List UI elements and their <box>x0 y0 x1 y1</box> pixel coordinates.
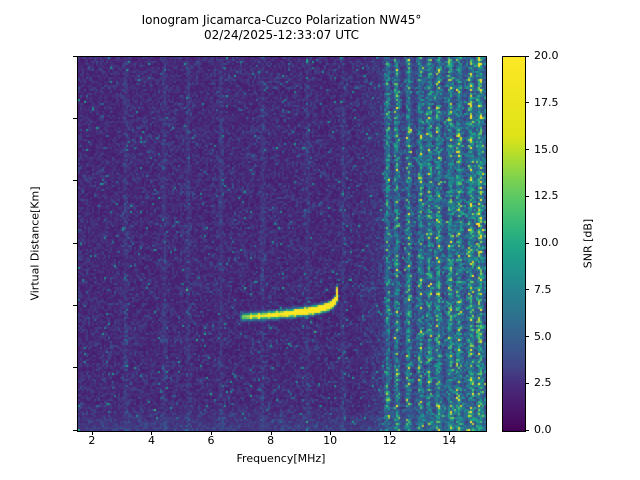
x-tick-mark <box>151 431 153 435</box>
colorbar-tick-label: 15.0 <box>534 142 559 156</box>
x-tick-label: 8 <box>267 434 275 447</box>
y-tick-mark <box>73 180 77 182</box>
y-tick-mark <box>73 242 77 244</box>
colorbar-tick-label: 17.5 <box>534 95 559 109</box>
colorbar-tick-mark <box>525 289 529 291</box>
x-tick-label: 10 <box>323 434 338 447</box>
x-tick-label: 6 <box>207 434 215 447</box>
x-tick-label: 12 <box>382 434 397 447</box>
colorbar-tick-label: 0.0 <box>534 423 552 436</box>
ionogram-heatmap <box>78 57 486 431</box>
y-tick-mark <box>73 117 77 119</box>
colorbar-tick-label: 20.0 <box>534 49 559 62</box>
x-tick-mark <box>91 431 93 435</box>
x-tick-mark <box>270 431 272 435</box>
x-tick-mark <box>389 431 391 435</box>
colorbar-tick-label: 10.0 <box>534 236 559 249</box>
colorbar-tick-mark <box>525 55 529 57</box>
colorbar-label: SNR [dB] <box>581 218 595 269</box>
colorbar-gradient <box>503 57 525 431</box>
x-axis-label: Frequency[MHz] <box>236 452 326 465</box>
x-tick-label: 4 <box>147 434 155 447</box>
y-axis-label: Virtual Distance[Km] <box>28 186 42 301</box>
colorbar <box>502 56 526 432</box>
y-tick-mark <box>73 367 77 369</box>
x-tick-label: 14 <box>442 434 457 447</box>
y-tick-mark <box>73 55 77 57</box>
colorbar-tick-label: 5.0 <box>534 329 552 343</box>
colorbar-tick-label: 2.5 <box>534 376 552 390</box>
y-tick-mark <box>73 304 77 306</box>
x-tick-label: 2 <box>88 434 96 447</box>
colorbar-tick-label: 12.5 <box>534 189 559 203</box>
colorbar-tick-mark <box>525 336 529 337</box>
figure-title: Ionogram Jicamarca-Cuzco Polarization NW… <box>141 13 422 42</box>
colorbar-tick-mark <box>525 242 529 244</box>
colorbar-tick-mark <box>525 195 529 197</box>
colorbar-tick-mark <box>525 102 529 104</box>
colorbar-tick-mark <box>525 382 529 384</box>
colorbar-tick-label: 7.5 <box>534 282 552 296</box>
y-tick-mark <box>73 429 77 431</box>
colorbar-tick-mark <box>525 429 529 431</box>
x-tick-mark <box>330 431 332 435</box>
x-tick-mark <box>449 431 451 435</box>
ionogram-plot-area <box>77 56 487 432</box>
colorbar-tick-mark <box>525 149 529 150</box>
x-tick-mark <box>211 431 212 435</box>
